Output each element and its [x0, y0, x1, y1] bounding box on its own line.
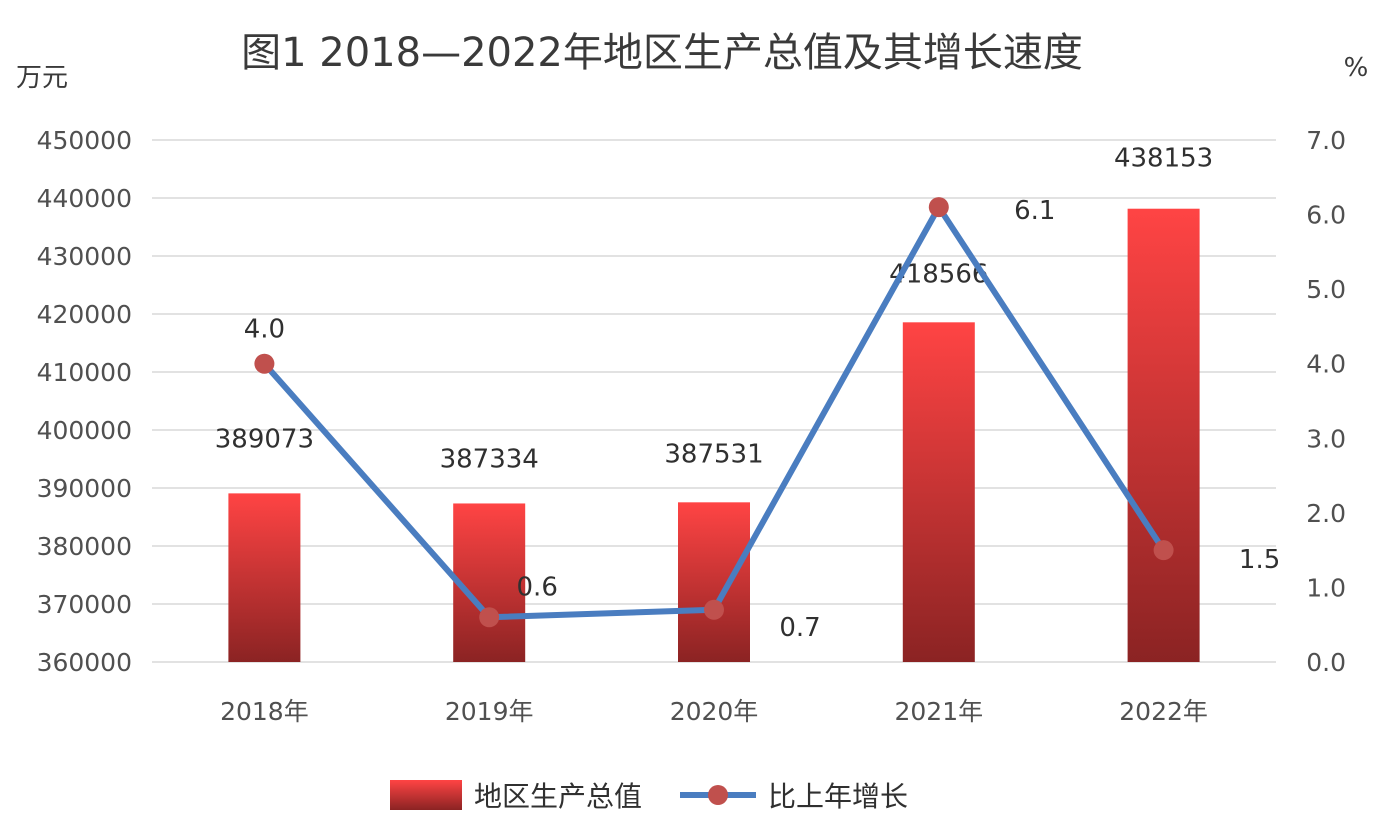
bar-data-label: 438153 [1114, 144, 1213, 174]
left-axis-unit: 万元 [16, 63, 68, 93]
growth-point [928, 197, 949, 218]
growth-data-label: 4.0 [244, 315, 285, 345]
chart-title: 图1 2018—2022年地区生产总值及其增长速度 [241, 30, 1083, 76]
right-tick-label: 2.0 [1306, 499, 1346, 528]
legend-line-marker [708, 785, 728, 805]
legend-bar-label: 地区生产总值 [474, 780, 642, 813]
right-tick-label: 3.0 [1306, 424, 1346, 453]
left-tick-label: 360000 [37, 648, 132, 677]
gridlines [152, 139, 1276, 663]
left-tick-label: 390000 [37, 474, 132, 503]
x-category-label: 2020年 [670, 697, 759, 726]
left-tick-label: 420000 [37, 300, 132, 329]
bar-data-label: 389073 [215, 424, 314, 454]
right-tick-label: 5.0 [1306, 275, 1346, 304]
legend-line-label: 比上年增长 [768, 780, 908, 813]
left-tick-label: 370000 [37, 590, 132, 619]
legend: 地区生产总值 比上年增长 [390, 780, 908, 813]
bar [1127, 208, 1200, 663]
right-tick-label: 4.0 [1306, 350, 1346, 379]
bar-data-label: 387531 [664, 439, 763, 469]
x-category-label: 2022年 [1119, 697, 1208, 726]
line-series: 4.0 0.6 0.7 6.1 1.5 [244, 196, 1281, 643]
x-category-label: 2019年 [445, 697, 534, 726]
growth-data-label: 1.5 [1239, 545, 1280, 575]
growth-data-label: 6.1 [1014, 196, 1055, 226]
left-axis-ticks: 360000 370000 380000 390000 400000 410000 4200… [37, 126, 132, 677]
legend-bar-swatch [390, 780, 462, 810]
left-tick-label: 380000 [37, 532, 132, 561]
growth-data-label: 0.7 [779, 613, 820, 643]
bar-data-label: 387334 [440, 444, 539, 474]
right-tick-label: 6.0 [1306, 201, 1346, 230]
growth-point [479, 607, 500, 628]
growth-point [1153, 540, 1174, 561]
bar [453, 503, 526, 662]
x-axis-categories: 2018年 2019年 2020年 2021年 2022年 [220, 697, 1208, 726]
left-tick-label: 410000 [37, 358, 132, 387]
left-tick-label: 430000 [37, 242, 132, 271]
growth-point [254, 353, 275, 374]
right-tick-label: 7.0 [1306, 126, 1346, 155]
right-tick-label: 1.0 [1306, 573, 1346, 602]
right-axis-ticks: 0.0 1.0 2.0 3.0 4.0 5.0 6.0 7.0 [1306, 126, 1346, 677]
growth-point [704, 599, 724, 620]
right-axis-unit: % [1344, 53, 1369, 83]
left-tick-label: 450000 [37, 126, 132, 155]
bar [678, 502, 750, 662]
x-category-label: 2021年 [894, 697, 983, 726]
growth-data-label: 0.6 [517, 572, 558, 602]
left-tick-label: 400000 [37, 416, 132, 445]
bar [228, 493, 301, 662]
right-tick-label: 0.0 [1306, 648, 1346, 677]
bar [902, 322, 975, 662]
x-category-label: 2018年 [220, 697, 309, 726]
left-tick-label: 440000 [37, 184, 132, 213]
